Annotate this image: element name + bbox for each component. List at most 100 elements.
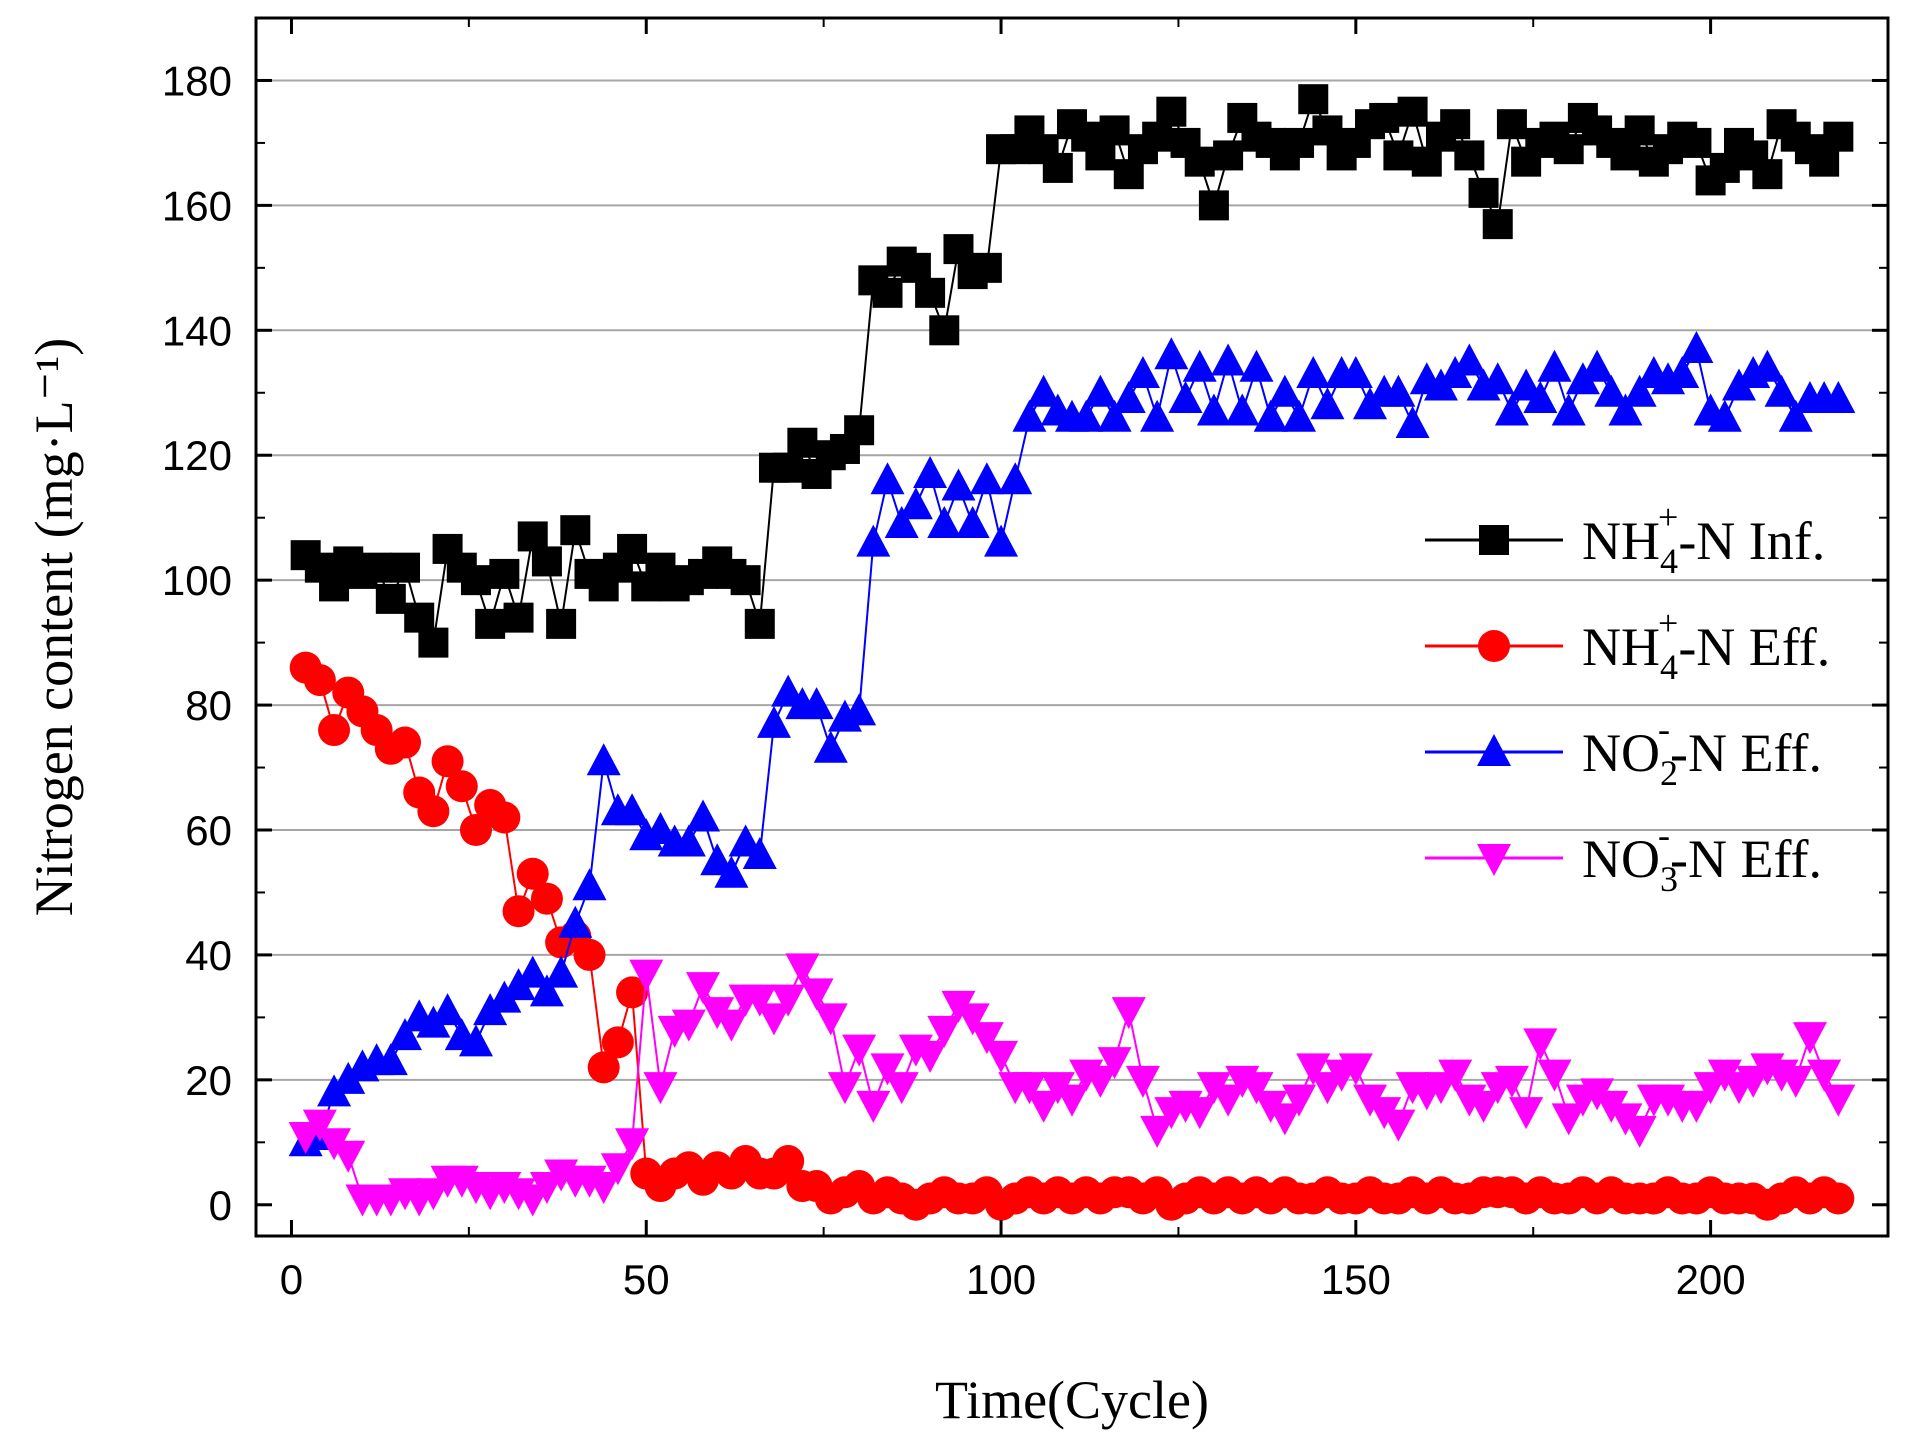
data-point [913,1040,948,1073]
data-point [1253,399,1288,432]
data-point [459,814,492,846]
data-point [373,1043,408,1076]
data-point [458,1024,493,1057]
data-point [799,687,834,720]
data-point [1125,1065,1160,1098]
legend-marker [1479,525,1509,555]
data-point [1225,393,1260,426]
data-point [643,1072,678,1105]
data-point [516,857,549,890]
data-point [601,1026,634,1059]
plot-series [288,84,1856,1221]
data-point [969,462,1004,495]
data-point [842,693,877,726]
data-point [546,608,577,639]
legend-label: NO2--N Eff. [1582,709,1822,793]
y-tick-label: 100 [162,557,232,604]
legend-label: NH4+-N Eff. [1582,603,1830,687]
data-point [1369,102,1400,133]
data-point [503,602,534,633]
data-point [615,1128,650,1161]
data-point [1069,399,1104,432]
data-point [1821,1084,1856,1117]
data-point [558,905,593,938]
plot-frame [254,16,1890,1238]
legend-label: NH4+-N Inf. [1582,497,1825,581]
data-point [1284,127,1315,158]
data-point [586,1172,621,1205]
data-point [1821,381,1856,414]
data-point [560,515,591,546]
legend-entry: NO2--N Eff. [1425,709,1822,793]
data-point [714,855,749,888]
data-point [1042,152,1073,183]
data-point [1482,209,1513,240]
data-point [870,1053,905,1086]
data-point [915,277,946,308]
data-point [431,745,464,778]
data-point [361,552,392,583]
data-point [1580,349,1615,382]
y-tick-label: 180 [162,57,232,104]
data-point [929,315,960,346]
legend-marker [1477,844,1511,876]
data-point [1111,997,1146,1030]
data-point [331,1140,366,1173]
data-point [629,959,664,992]
data-point [1182,1097,1217,1130]
data-point [1099,115,1130,146]
data-point [1282,399,1317,432]
y-tick-label: 40 [185,932,232,979]
data-point [870,462,905,495]
data-point [1026,1090,1061,1123]
data-point [1140,399,1175,432]
data-point [1665,356,1700,389]
data-point [1707,399,1742,432]
data-point [1012,1072,1047,1105]
data-point [1196,393,1231,426]
data-point [1298,84,1329,115]
data-point [544,955,579,988]
data-point [1440,109,1471,140]
data-point [998,462,1033,495]
legend-marker [1478,630,1510,662]
data-point [515,955,550,988]
data-point [1239,1072,1274,1105]
data-point [572,868,607,901]
data-point [1480,362,1515,395]
data-point [971,252,1002,283]
series-4 [288,953,1856,1217]
data-point [941,468,976,501]
x-axis-title: Time(Cycle) [935,1370,1209,1430]
data-point [1097,399,1132,432]
data-point [787,427,818,458]
legend-marker [1477,734,1511,766]
data-point [1764,374,1799,407]
data-point [1296,1053,1331,1086]
data-point [1523,381,1558,414]
data-point [1496,109,1527,140]
data-point [1282,1084,1317,1117]
data-point [872,277,903,308]
data-point [573,938,606,971]
data-point [475,608,506,639]
data-point [1239,349,1274,382]
data-point [1213,140,1244,171]
data-point [302,1109,337,1142]
data-point [1509,1097,1544,1130]
data-point [1267,1103,1302,1136]
data-point [1267,374,1302,407]
data-point [1438,1059,1473,1092]
data-point [1537,349,1572,382]
data-point [1679,1090,1714,1123]
data-point [1778,399,1813,432]
data-point [1381,1109,1416,1142]
data-point [813,730,848,763]
data-point [1111,381,1146,414]
data-point [1338,1053,1373,1086]
series-1 [290,84,1854,658]
data-point [1168,381,1203,414]
data-point [756,1003,791,1036]
